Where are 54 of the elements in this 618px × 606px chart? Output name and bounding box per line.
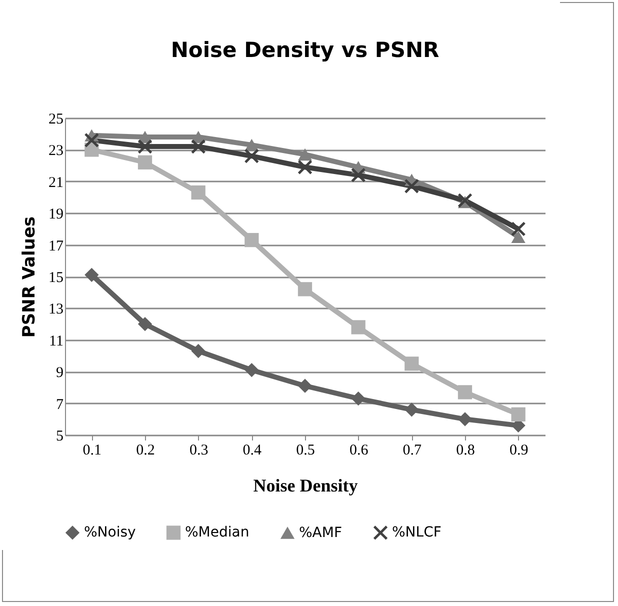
- y-tick-label: 25: [48, 112, 64, 128]
- legend-label: %NLCF: [392, 524, 442, 541]
- y-tick-label: 5: [56, 428, 64, 444]
- point: [404, 356, 419, 371]
- legend-label: %Noisy: [84, 524, 136, 541]
- x-tick-label: 0.1: [82, 442, 102, 458]
- chart-title: Noise Density vs PSNR: [170, 38, 440, 62]
- x-axis-title: Noise Density: [253, 476, 358, 496]
- point: [298, 378, 312, 393]
- x-tick-label: 0.3: [189, 442, 208, 458]
- y-tick-label: 11: [49, 333, 64, 350]
- point: [511, 407, 526, 422]
- point: [404, 402, 419, 417]
- point: [244, 362, 259, 378]
- point: [84, 268, 99, 282]
- point: [351, 168, 366, 182]
- x-tick-label: 0.2: [136, 442, 155, 458]
- point: [298, 282, 312, 296]
- y-tick-label: 7: [56, 396, 64, 413]
- y-tick-label: 17: [48, 238, 64, 254]
- point: [244, 232, 259, 248]
- y-tick-label: 19: [48, 206, 64, 223]
- x-tick-label: 0.7: [402, 442, 422, 458]
- point: [84, 133, 99, 148]
- point: [298, 160, 312, 174]
- point: [458, 193, 472, 208]
- x-tick-label: 0.8: [456, 442, 475, 458]
- point: [191, 344, 206, 358]
- y-tick-label: 9: [56, 365, 64, 382]
- point: [191, 139, 206, 154]
- point: [351, 320, 366, 334]
- legend-label: %Median: [185, 524, 250, 541]
- point: [458, 385, 472, 400]
- point: [138, 139, 152, 154]
- point: [138, 316, 152, 332]
- y-tick-label: 15: [48, 270, 64, 286]
- point: [298, 148, 312, 161]
- point: [404, 179, 419, 194]
- point: [511, 222, 526, 236]
- point: [511, 230, 526, 243]
- x-tick-label: 0.4: [242, 442, 262, 458]
- point: [138, 155, 152, 170]
- legend-label: %AMF: [299, 524, 342, 541]
- y-tick-label: 21: [48, 174, 64, 191]
- y-tick-label: 23: [48, 143, 64, 160]
- x-tick-label: 0.6: [349, 442, 369, 458]
- point: [458, 412, 472, 426]
- x-tick-label: 0.5: [296, 442, 315, 458]
- point: [191, 185, 206, 200]
- y-axis-title: PSNR Values: [20, 216, 40, 338]
- y-tick-label: 13: [48, 302, 64, 318]
- point: [244, 148, 259, 164]
- x-tick-label: 0.9: [509, 442, 528, 458]
- point: [351, 391, 366, 406]
